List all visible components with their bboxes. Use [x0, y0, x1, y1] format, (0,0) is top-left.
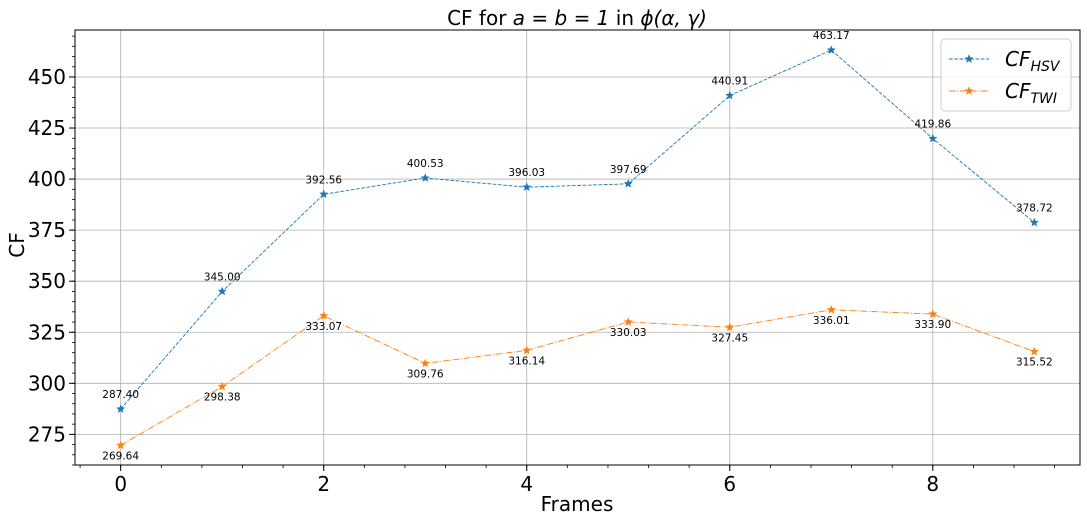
- data-point: [623, 178, 633, 188]
- data-point: [116, 440, 126, 450]
- data-point: [928, 133, 938, 143]
- data-label: 330.03: [610, 327, 647, 339]
- data-point: [420, 173, 430, 182]
- data-label: 333.07: [305, 321, 342, 333]
- data-point: [826, 45, 836, 55]
- data-point: [928, 309, 938, 319]
- data-point: [522, 345, 532, 355]
- x-tick-label: 2: [317, 472, 330, 496]
- series-layer: 287.40 345.00 392.56 400.53 396.03 397.69 440.…: [102, 30, 1052, 462]
- data-point: [116, 404, 126, 414]
- data-label: 396.03: [508, 167, 545, 179]
- data-point: [623, 317, 633, 326]
- y-axis-label: CF: [5, 232, 29, 257]
- y-tick-label: 400: [28, 167, 66, 191]
- data-label: 463.17: [813, 30, 850, 42]
- legend-marker: [964, 54, 974, 63]
- x-tick-label: 0: [114, 472, 127, 496]
- data-label: 298.38: [204, 392, 241, 404]
- data-label: 345.00: [204, 271, 241, 283]
- grid: [75, 30, 1080, 465]
- data-label: 316.14: [508, 355, 545, 367]
- x-tick-label: 8: [926, 472, 939, 496]
- data-point: [319, 189, 329, 199]
- data-label: 440.91: [711, 76, 748, 88]
- data-label: 397.69: [610, 164, 647, 176]
- x-tick-label: 4: [520, 472, 533, 496]
- series-line: [120, 309, 1035, 446]
- data-label: 400.53: [407, 158, 444, 170]
- data-point: [1029, 346, 1039, 356]
- x-tick-label: 6: [723, 472, 736, 496]
- data-point: [217, 381, 227, 391]
- legend-label: CFTWI: [1005, 79, 1057, 107]
- y-tick-label: 350: [28, 269, 66, 293]
- x-axis-label: Frames: [541, 492, 614, 516]
- data-point: [522, 182, 532, 192]
- plot-frame: [74, 29, 1081, 466]
- legend: CFHSV CFTWI: [940, 38, 1072, 112]
- legend-item-hsv: CFHSV: [949, 47, 1061, 75]
- data-point: [725, 90, 735, 100]
- data-point: [319, 310, 329, 320]
- data-label: 333.90: [914, 319, 951, 331]
- data-label: 419.86: [914, 119, 951, 131]
- data-point: [725, 322, 735, 332]
- data-label: 315.52: [1016, 357, 1053, 369]
- data-label: 378.72: [1016, 203, 1053, 215]
- data-label: 269.64: [102, 450, 139, 462]
- legend-marker: [964, 86, 974, 95]
- data-label: 336.01: [813, 315, 850, 327]
- data-label: 287.40: [102, 389, 139, 401]
- series-twi: 269.64 298.38 333.07 309.76 316.14 330.03 327.…: [102, 304, 1053, 462]
- axes: 0 2 4 6 8 275 300 325 350 375 400 425 450: [28, 29, 1081, 496]
- y-tick-label: 450: [28, 65, 66, 89]
- legend-item-twi: CFTWI: [949, 79, 1057, 107]
- data-point: [420, 358, 430, 368]
- legend-label: CFHSV: [1005, 47, 1061, 75]
- series-hsv: 287.40 345.00 392.56 400.53 396.03 397.69 440.…: [102, 30, 1053, 414]
- y-tick-label: 425: [28, 116, 66, 140]
- data-label: 327.45: [711, 332, 748, 344]
- y-tick-label: 325: [28, 320, 66, 344]
- y-tick-label: 375: [28, 218, 66, 242]
- data-point: [217, 286, 227, 296]
- data-label: 309.76: [407, 368, 444, 380]
- data-point: [826, 304, 836, 314]
- y-tick-label: 300: [28, 371, 66, 395]
- chart-title: CF for a = b = 1 in ϕ(α, γ): [447, 6, 707, 30]
- data-label: 392.56: [305, 174, 342, 186]
- data-point: [1029, 217, 1039, 227]
- series-line: [120, 49, 1035, 410]
- legend-box: [940, 38, 1072, 112]
- y-tick-label: 275: [28, 422, 66, 446]
